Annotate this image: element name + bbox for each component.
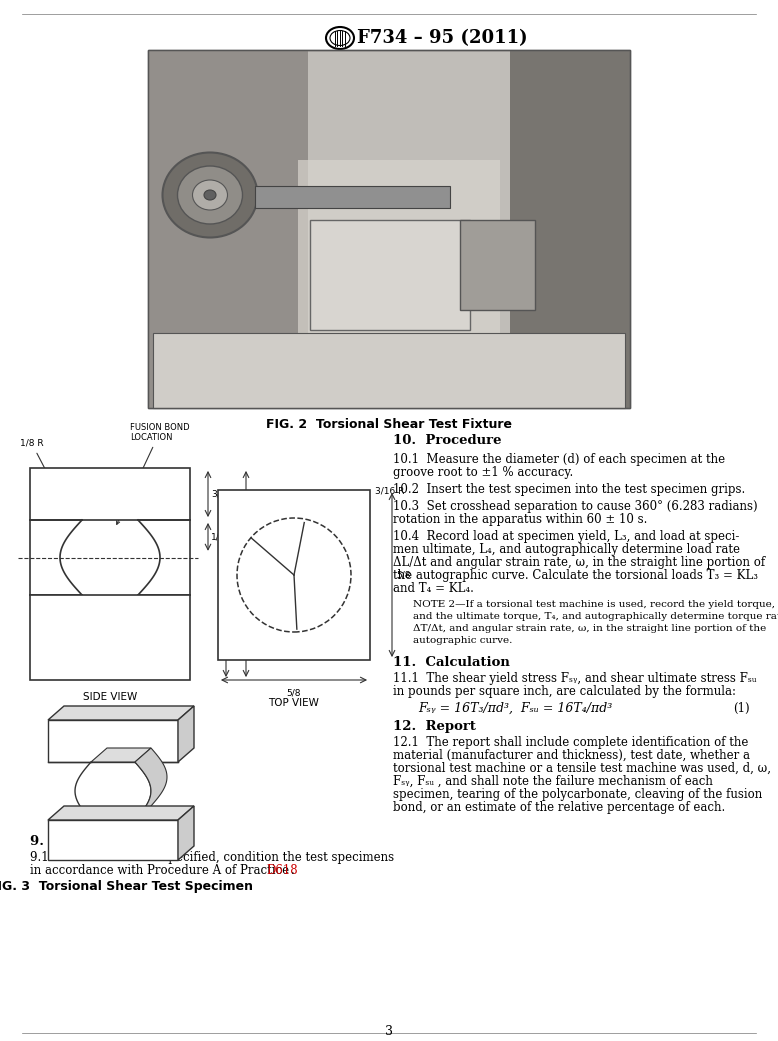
- Text: 1/4: 1/4: [211, 532, 226, 541]
- Ellipse shape: [177, 166, 243, 224]
- Text: 7/8: 7/8: [229, 633, 244, 642]
- Ellipse shape: [163, 152, 258, 237]
- Text: 3/16 R: 3/16 R: [356, 486, 405, 502]
- Text: men ultimate, L₄, and autographically determine load rate: men ultimate, L₄, and autographically de…: [393, 543, 740, 556]
- Text: in pounds per square inch, are calculated by the formula:: in pounds per square inch, are calculate…: [393, 685, 736, 699]
- Text: the autographic curve. Calculate the torsional loads T₃ = KL₃: the autographic curve. Calculate the tor…: [393, 569, 758, 582]
- Ellipse shape: [204, 191, 216, 200]
- Text: NOTE 2—If a torsional test machine is used, record the yield torque, T₃,: NOTE 2—If a torsional test machine is us…: [413, 600, 778, 609]
- Bar: [30, 468, 190, 520]
- Text: FUSION BOND
LOCATION: FUSION BOND LOCATION: [117, 423, 190, 525]
- Text: 10.  Procedure: 10. Procedure: [393, 434, 502, 447]
- Text: 5/8: 5/8: [287, 688, 301, 697]
- Text: 12.  Report: 12. Report: [393, 720, 476, 733]
- Text: torsional test machine or a tensile test machine was used, d, ω,: torsional test machine or a tensile test…: [393, 762, 771, 775]
- Text: Fₛᵧ, Fₛᵤ , and shall note the failure mechanism of each: Fₛᵧ, Fₛᵤ , and shall note the failure me…: [393, 775, 713, 788]
- Text: 7/16: 7/16: [249, 569, 269, 579]
- Text: 11.  Calculation: 11. Calculation: [393, 656, 510, 669]
- Bar: [255, 186, 450, 208]
- Text: 3: 3: [385, 1025, 393, 1038]
- Polygon shape: [91, 748, 151, 762]
- Polygon shape: [75, 762, 151, 820]
- Text: FIG. 3  Torsional Shear Test Specimen: FIG. 3 Torsional Shear Test Specimen: [0, 880, 253, 893]
- Text: TOP VIEW: TOP VIEW: [268, 699, 320, 708]
- Bar: [153, 333, 625, 408]
- Text: in accordance with Procedure A of Practice: in accordance with Procedure A of Practi…: [30, 864, 293, 877]
- Bar: [218, 490, 370, 660]
- Bar: [510, 50, 630, 408]
- Bar: [30, 595, 190, 680]
- Text: ΔT/Δt, and angular strain rate, ω, in the straight line portion of the: ΔT/Δt, and angular strain rate, ω, in th…: [413, 624, 766, 633]
- Polygon shape: [178, 706, 194, 762]
- Text: and the ultimate torque, T₄, and autographically determine torque rate,: and the ultimate torque, T₄, and autogra…: [413, 612, 778, 621]
- Text: 10.2  Insert the test specimen into the test specimen grips.: 10.2 Insert the test specimen into the t…: [393, 483, 745, 496]
- Text: autographic curve.: autographic curve.: [413, 636, 513, 645]
- Text: Fₛᵧ = 16T₃/πd³,  Fₛᵤ = 16T₄/πd³: Fₛᵧ = 16T₃/πd³, Fₛᵤ = 16T₄/πd³: [418, 702, 612, 715]
- Text: 12.1  The report shall include complete identification of the: 12.1 The report shall include complete i…: [393, 736, 748, 750]
- Polygon shape: [48, 720, 178, 762]
- Text: material (manufacturer and thickness), test date, whether a: material (manufacturer and thickness), t…: [393, 750, 750, 762]
- Text: SIDE VIEW: SIDE VIEW: [83, 692, 137, 702]
- Text: ΔL/Δt and angular strain rate, ω, in the straight line portion of: ΔL/Δt and angular strain rate, ω, in the…: [393, 556, 765, 569]
- Text: F734 – 95 (2011): F734 – 95 (2011): [357, 29, 527, 47]
- Bar: [148, 50, 308, 408]
- Text: bond, or an estimate of the relative percentage of each.: bond, or an estimate of the relative per…: [393, 801, 725, 814]
- Polygon shape: [48, 806, 194, 820]
- Text: groove root to ±1 % accuracy.: groove root to ±1 % accuracy.: [393, 466, 573, 479]
- Polygon shape: [178, 806, 194, 860]
- Text: and T₄ = KL₄.: and T₄ = KL₄.: [393, 582, 474, 595]
- Bar: [310, 220, 470, 330]
- Text: .: .: [291, 864, 295, 877]
- Text: 10.4  Record load at specimen yield, L₃, and load at speci-: 10.4 Record load at specimen yield, L₃, …: [393, 530, 739, 543]
- Text: (1): (1): [733, 702, 750, 715]
- Text: specimen, tearing of the polycarbonate, cleaving of the fusion: specimen, tearing of the polycarbonate, …: [393, 788, 762, 801]
- Text: 9.1  Unless otherwise specified, condition the test specimens: 9.1 Unless otherwise specified, conditio…: [30, 850, 394, 864]
- Polygon shape: [135, 748, 167, 820]
- Text: D618: D618: [266, 864, 298, 877]
- Ellipse shape: [192, 180, 227, 210]
- Polygon shape: [48, 820, 178, 860]
- Bar: [460, 220, 535, 310]
- Text: 10.1  Measure the diameter (d) of each specimen at the: 10.1 Measure the diameter (d) of each sp…: [393, 453, 725, 466]
- Text: 9.  Conditioning: 9. Conditioning: [30, 835, 149, 848]
- Text: 1/8 R: 1/8 R: [20, 439, 53, 484]
- Bar: [298, 160, 500, 380]
- Text: 10.3  Set crosshead separation to cause 360° (6.283 radians): 10.3 Set crosshead separation to cause 3…: [393, 500, 758, 513]
- Text: FIG. 2  Torsional Shear Test Fixture: FIG. 2 Torsional Shear Test Fixture: [266, 418, 512, 431]
- Bar: [148, 50, 630, 408]
- Text: 3/16: 3/16: [211, 489, 231, 499]
- Text: 5/8: 5/8: [396, 570, 411, 580]
- Polygon shape: [48, 706, 194, 720]
- Text: rotation in the apparatus within 60 ± 10 s.: rotation in the apparatus within 60 ± 10…: [393, 513, 647, 526]
- Bar: [148, 50, 630, 408]
- Text: 11.1  The shear yield stress Fₛᵧ, and shear ultimate stress Fₛᵤ: 11.1 The shear yield stress Fₛᵧ, and she…: [393, 672, 756, 685]
